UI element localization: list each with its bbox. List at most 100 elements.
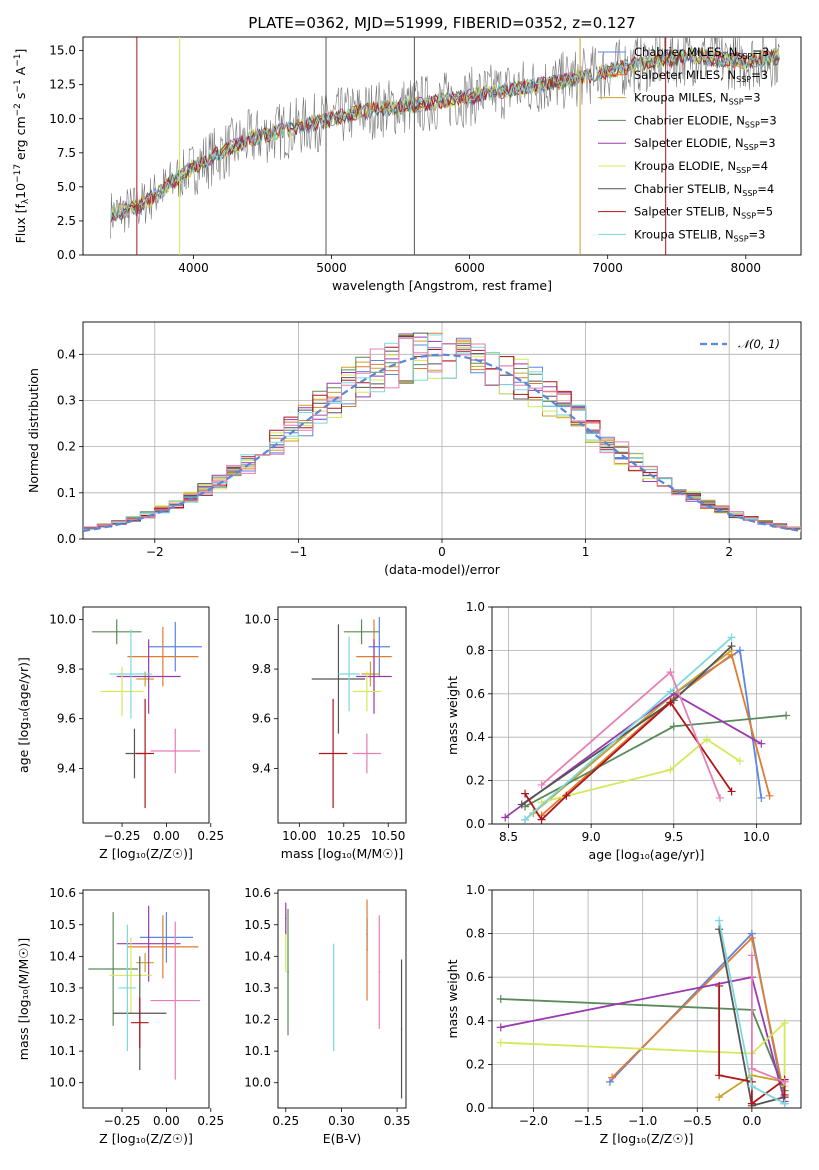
y-axis-label-part: 10 — [13, 183, 28, 199]
legend-label: Salpeter ELODIE, NSSP=3 — [634, 136, 776, 152]
legend-nssp: N — [725, 227, 734, 241]
weight_vs_Z-panel: −2.0 −1.5 −1.0 −0.5 0.0 0.0 0.2 0.4 0.6 0.8 1.0 Z [… — [445, 883, 802, 1146]
data-point — [369, 673, 372, 675]
legend-nssp-sub: SSP — [744, 143, 759, 152]
y-tick-label: 9.6 — [252, 712, 271, 726]
x-tick-label: 5000 — [316, 261, 347, 275]
legend-n: 3 — [753, 91, 760, 105]
x-tick-label: −1.5 — [574, 1114, 603, 1128]
x-axis-label: mass [log₁₀(M/M☉)] — [281, 846, 403, 861]
legend-nssp-sub: SSP — [742, 189, 757, 198]
weight-marker — [735, 646, 744, 655]
legend-eq: = — [759, 136, 769, 150]
data-point — [147, 942, 150, 945]
axes-frame — [82, 36, 802, 256]
y-axis-label-part: λ — [21, 198, 31, 204]
age_vs_Z-panel: −0.25 0.00 0.25 9.4 9.6 9.8 10.0 Z [log₁₀(Z/Z☉)… — [16, 606, 224, 861]
y-axis-label-part: Flux [f — [13, 204, 28, 244]
y-axis-label: mass weight — [445, 959, 460, 1038]
x-tick-label: 6000 — [454, 261, 485, 275]
legend-label: Salpeter MILES, NSSP=3 — [634, 68, 768, 84]
x-tick-label: 0.00 — [153, 829, 180, 843]
residual-panel: −2 −1 0 1 2 0.0 0.1 0.2 0.3 0.4 (data-model)/error… — [26, 321, 802, 577]
weight-marker — [702, 735, 711, 744]
weight-line-5 — [541, 738, 741, 804]
legend-sep: , — [721, 45, 728, 59]
data-point — [138, 1021, 141, 1024]
weight-line-5 — [500, 1020, 786, 1087]
legend-nssp-sub: SSP — [729, 98, 744, 107]
y-tick-label: 0.0 — [57, 532, 76, 546]
data-point — [378, 645, 381, 648]
weight-marker — [666, 687, 675, 696]
legend-sep: , — [718, 227, 725, 241]
weight-marker — [715, 1093, 724, 1102]
weight-marker — [521, 815, 530, 824]
legend-n: 5 — [766, 205, 773, 219]
legend-label: Chabrier STELIB, NSSP=4 — [634, 182, 774, 198]
data-point — [112, 968, 114, 970]
x-tick-label: 0.25 — [272, 1114, 299, 1128]
weight-marker — [496, 995, 505, 1003]
weight_vs_age-plot-area — [501, 633, 791, 824]
mass_vs_ebv-plot-area — [284, 899, 403, 1099]
mass_vs_Z-panel: −0.25 0.00 0.25 10.0 10.1 10.2 10.3 10.4 10.5 10.… — [16, 886, 224, 1146]
y-axis-label: Flux [fλ10−17 erg cm−2 s−1 A−1] — [13, 49, 31, 244]
weight-marker — [496, 1038, 505, 1047]
weight-marker — [747, 951, 756, 960]
y-tick-label: 0.4 — [466, 1014, 485, 1028]
legend-n: 3 — [762, 45, 769, 59]
chart-title: PLATE=0362, MJD=51999, FIBERID=0352, z=0… — [248, 14, 635, 32]
x-tick-label: 1 — [582, 545, 590, 559]
axes-frame — [491, 606, 802, 825]
legend-label: 𝒩(0, 1) — [738, 337, 780, 351]
observed-spectrum — [110, 37, 781, 239]
x-axis-label: Z [log₁₀(Z/Z☉)] — [99, 1131, 193, 1146]
x-tick-label: −0.25 — [104, 829, 141, 843]
axes-frame — [277, 889, 407, 1109]
legend-label: Kroupa STELIB, NSSP=3 — [634, 227, 766, 243]
x-axis-label: wavelength [Angstrom, rest frame] — [332, 278, 552, 293]
weight-marker — [782, 711, 791, 720]
legend-label: Salpeter STELIB, NSSP=5 — [634, 205, 773, 221]
weight-marker — [517, 800, 526, 809]
mass_vs_Z-plot-area — [88, 905, 201, 1080]
legend-nssp: N — [720, 91, 729, 105]
x-tick-label: 10.25 — [327, 829, 361, 843]
y-tick-label: 10.5 — [49, 918, 76, 932]
y-tick-label: 0.0 — [466, 1101, 485, 1115]
legend-model: Kroupa MILES — [634, 91, 713, 105]
y-tick-label: 10.6 — [49, 886, 76, 900]
y-tick-label: 10.0 — [49, 112, 76, 126]
x-tick-label: 8.5 — [499, 830, 518, 844]
y-tick-label: 10.4 — [49, 949, 76, 963]
legend-nssp: N — [732, 205, 741, 219]
y-tick-label: 1.0 — [466, 883, 485, 897]
data-point — [147, 675, 150, 678]
y-tick-label: 9.4 — [252, 761, 271, 775]
legend-sep: , — [720, 159, 727, 173]
data-point — [133, 752, 136, 755]
legend-eq: = — [752, 45, 762, 59]
y-tick-label: 15.0 — [49, 44, 76, 58]
y-tick-label: 0.1 — [57, 486, 76, 500]
x-axis-label: E(B-V) — [323, 1131, 362, 1146]
legend-nssp: N — [727, 68, 736, 82]
x-tick-label: 10.0 — [743, 830, 770, 844]
data-point — [366, 752, 368, 755]
weight-marker — [780, 1099, 789, 1108]
legend-nssp: N — [727, 159, 736, 173]
data-point — [126, 987, 129, 989]
age_vs_mass-plot-area — [311, 616, 392, 809]
x-tick-label: 10.50 — [371, 829, 405, 843]
weight-marker — [727, 633, 736, 642]
x-tick-label: 7000 — [592, 261, 623, 275]
y-tick-label: 2.5 — [57, 214, 76, 228]
y-axis-label-part: −1 — [13, 54, 23, 67]
legend-sep: , — [725, 205, 732, 219]
legend-eq: = — [756, 205, 766, 219]
weight-marker — [715, 916, 724, 925]
y-tick-label: 9.6 — [57, 712, 76, 726]
weight-marker — [780, 1018, 789, 1027]
x-tick-label: −1.0 — [628, 1114, 657, 1128]
